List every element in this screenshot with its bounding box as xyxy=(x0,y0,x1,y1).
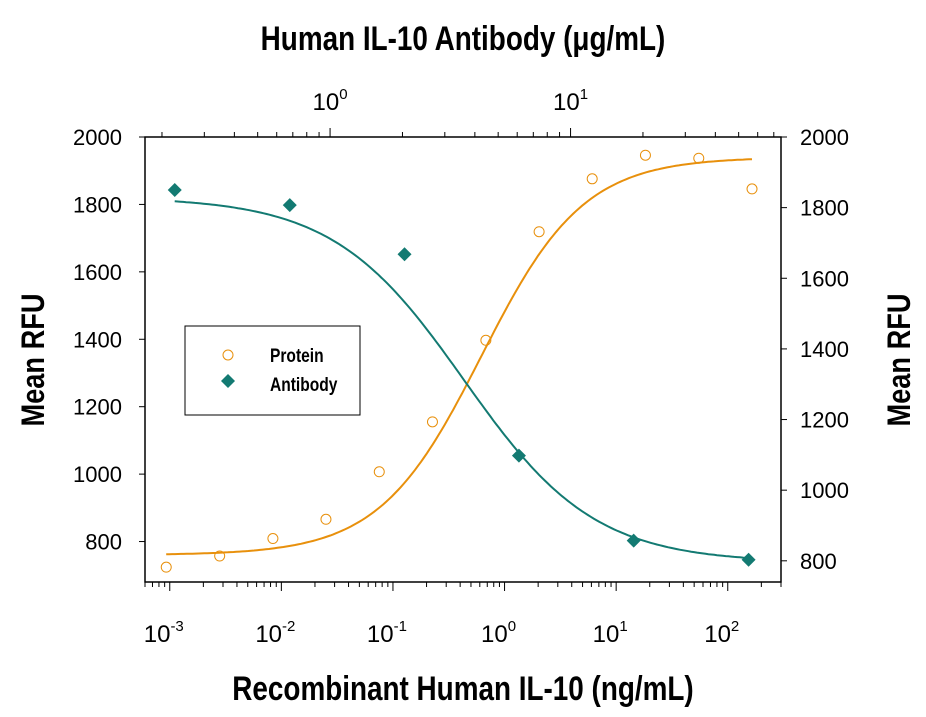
legend-protein-label: Protein xyxy=(270,345,324,367)
y2-tick-label: 1600 xyxy=(800,266,849,291)
protein-data-point xyxy=(693,152,705,164)
protein-data-point xyxy=(160,561,172,573)
y-tick-label: 2000 xyxy=(73,125,122,150)
y-tick-label: 1400 xyxy=(73,327,122,352)
plot-frame xyxy=(144,136,782,583)
antibody-data-point xyxy=(626,533,641,548)
protein-data-point xyxy=(639,149,651,161)
y-tick-label: 1200 xyxy=(73,395,122,420)
antibody-data-point xyxy=(511,448,526,463)
x2-tick-label: 101 xyxy=(553,86,588,116)
y-tick-label: 1000 xyxy=(73,462,122,487)
y-axis-label-left: Mean RFU xyxy=(16,294,52,427)
protein-data-point xyxy=(586,173,598,185)
legend: Protein Antibody xyxy=(184,325,361,416)
protein-data-point xyxy=(480,334,492,346)
x-tick-label: 10-2 xyxy=(255,618,295,648)
x-tick-label: 101 xyxy=(593,618,628,648)
legend-protein-marker xyxy=(222,349,234,361)
y2-tick-label: 800 xyxy=(800,549,837,574)
y-tick-label: 1800 xyxy=(73,192,122,217)
protein-fit-curve xyxy=(166,158,753,556)
y2-tick-label: 1200 xyxy=(800,408,849,433)
y-axis-label-right: Mean RFU xyxy=(882,294,918,427)
protein-data-point xyxy=(533,226,545,238)
y-tick-label: 800 xyxy=(85,530,122,555)
x-tick-label: 10-3 xyxy=(144,618,184,648)
protein-data-point xyxy=(214,550,226,562)
antibody-data-point xyxy=(741,552,756,567)
x-tick-label: 10-1 xyxy=(367,618,407,648)
y2-tick-label: 1400 xyxy=(800,337,849,362)
legend-box xyxy=(184,325,361,416)
protein-data-point xyxy=(746,183,758,195)
y2-tick-label: 1800 xyxy=(800,196,849,221)
legend-antibody-label: Antibody xyxy=(270,374,338,396)
x-tick-label: 100 xyxy=(481,618,516,648)
x-tick-label: 102 xyxy=(704,618,739,648)
legend-antibody-marker xyxy=(221,374,235,388)
protein-data-point xyxy=(373,466,385,478)
protein-data-point xyxy=(267,533,279,545)
antibody-data-point xyxy=(282,198,297,213)
antibody-data-point xyxy=(397,247,412,262)
y2-tick-label: 2000 xyxy=(800,125,849,150)
x2-tick-label: 100 xyxy=(313,86,348,116)
antibody-data-point xyxy=(167,182,182,197)
chart-title: Human IL-10 Antibody (μg/mL) xyxy=(261,19,666,57)
antibody-fit-curve xyxy=(174,200,749,559)
protein-data-point xyxy=(320,513,332,525)
protein-data-point xyxy=(426,416,438,428)
y-tick-label: 1600 xyxy=(73,260,122,285)
y2-tick-label: 1000 xyxy=(800,478,849,503)
x-axis-label: Recombinant Human IL-10 (ng/mL) xyxy=(232,669,693,707)
